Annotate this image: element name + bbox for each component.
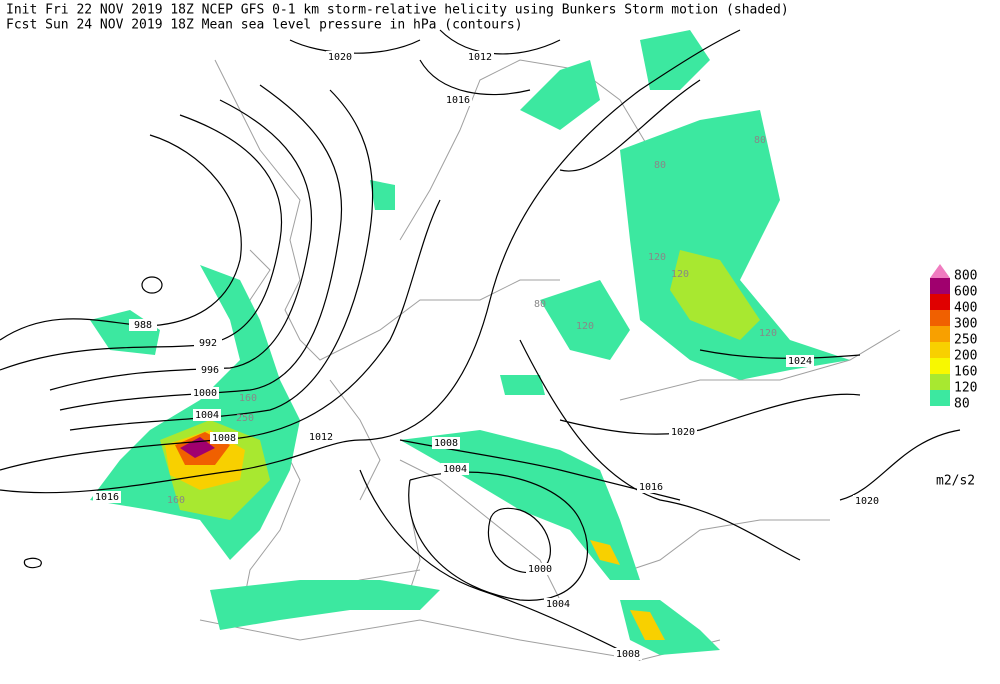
legend-swatch bbox=[930, 342, 950, 358]
legend-swatch bbox=[930, 294, 950, 310]
label-background bbox=[93, 491, 121, 503]
label-background bbox=[853, 495, 881, 507]
label-background bbox=[129, 319, 157, 331]
label-background bbox=[326, 51, 354, 63]
label-background bbox=[210, 432, 238, 444]
legend-label: 120 bbox=[954, 381, 977, 396]
legend-swatch bbox=[930, 310, 950, 326]
legend-label: 250 bbox=[954, 333, 977, 348]
label-background bbox=[191, 387, 219, 399]
legend-label: 600 bbox=[954, 285, 977, 300]
legend-label: 300 bbox=[954, 317, 977, 332]
legend-swatch bbox=[930, 326, 950, 342]
label-background bbox=[444, 94, 472, 106]
shading-label: 120 bbox=[671, 269, 689, 280]
legend-unit: m2/s2 bbox=[936, 474, 975, 489]
shading-label: 120 bbox=[759, 328, 777, 339]
shading-label: 80 bbox=[654, 160, 666, 171]
shading-label: 80 bbox=[754, 135, 766, 146]
legend-label: 160 bbox=[954, 365, 977, 380]
contour-label: 1020 bbox=[855, 496, 879, 507]
label-background bbox=[194, 337, 222, 349]
contour-label: 1016 bbox=[95, 492, 119, 503]
label-background bbox=[786, 355, 814, 367]
contour-label: 1000 bbox=[193, 388, 217, 399]
contour-label: 988 bbox=[134, 320, 152, 331]
contour-label: 1008 bbox=[434, 438, 458, 449]
label-background bbox=[196, 364, 224, 376]
shading-label: 80 bbox=[534, 299, 546, 310]
contour-label: 1012 bbox=[468, 52, 492, 63]
shading-label: 160 bbox=[167, 495, 185, 506]
header-line: Init Fri 22 NOV 2019 18Z NCEP GFS 0-1 km… bbox=[6, 3, 789, 18]
label-background bbox=[669, 426, 697, 438]
legend-swatch bbox=[930, 264, 950, 278]
contour-label: 1004 bbox=[546, 599, 570, 610]
contour-label: 1016 bbox=[639, 482, 663, 493]
label-background bbox=[526, 563, 554, 575]
contour-label: 992 bbox=[199, 338, 217, 349]
legend-label: 80 bbox=[954, 397, 970, 412]
contour-label: 1008 bbox=[212, 433, 236, 444]
shading-label: 250 bbox=[236, 413, 254, 424]
legend-swatch bbox=[930, 390, 950, 406]
label-background bbox=[544, 598, 572, 610]
contour-label: 1004 bbox=[195, 410, 219, 421]
shading-label: 160 bbox=[239, 393, 257, 404]
contour-label: 1020 bbox=[671, 427, 695, 438]
legend-label: 200 bbox=[954, 349, 977, 364]
legend-swatch bbox=[930, 278, 950, 294]
label-background bbox=[193, 409, 221, 421]
label-background bbox=[614, 648, 642, 660]
label-background bbox=[466, 51, 494, 63]
header-line: Fcst Sun 24 NOV 2019 18Z Mean sea level … bbox=[6, 18, 523, 33]
legend-swatch bbox=[930, 374, 950, 390]
contour-label: 1000 bbox=[528, 564, 552, 575]
label-background bbox=[432, 437, 460, 449]
contour-label: 1004 bbox=[443, 464, 467, 475]
contour-label: 1012 bbox=[309, 432, 333, 443]
shading-label: 120 bbox=[648, 252, 666, 263]
legend-label: 400 bbox=[954, 301, 977, 316]
contour-label: 996 bbox=[201, 365, 219, 376]
label-background bbox=[307, 431, 335, 443]
label-background bbox=[441, 463, 469, 475]
label-background bbox=[637, 481, 665, 493]
contour-label: 1008 bbox=[616, 649, 640, 660]
shading-label: 120 bbox=[576, 321, 594, 332]
legend-swatch bbox=[930, 358, 950, 374]
contour-label: 1024 bbox=[788, 356, 812, 367]
contour-label: 1016 bbox=[446, 95, 470, 106]
contour-label: 1020 bbox=[328, 52, 352, 63]
legend-label: 800 bbox=[954, 269, 977, 284]
